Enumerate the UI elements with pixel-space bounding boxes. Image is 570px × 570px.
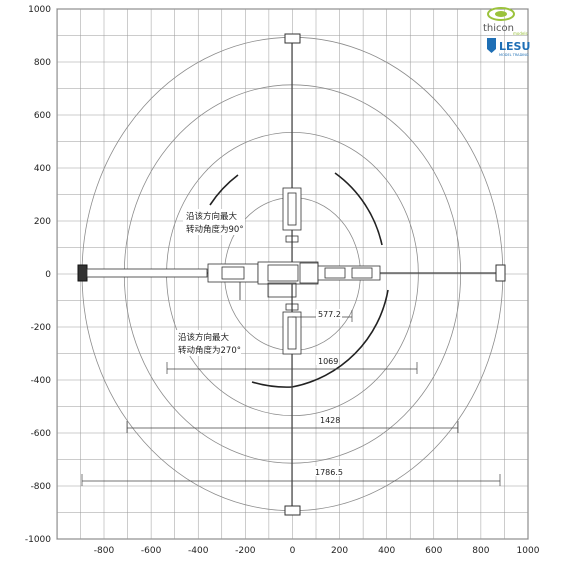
slew-arc-lower-left xyxy=(251,381,293,388)
thicon-mark-icon xyxy=(487,7,515,21)
x-tick-label: -800 xyxy=(94,546,115,556)
thicon-sub: models xyxy=(513,31,528,36)
outrigger-pad-top xyxy=(284,33,301,44)
x-tick-label: 0 xyxy=(290,546,296,556)
y-tick-label: 800 xyxy=(34,58,51,68)
lesu-wordmark: LESU xyxy=(499,40,530,53)
x-tick-label: 600 xyxy=(425,546,442,556)
radius-label-1786: 1786.5 xyxy=(315,468,343,477)
y-tick-label: 400 xyxy=(34,164,51,174)
x-axis-labels: -800 -600 -400 -200 0 200 400 600 800 1000 xyxy=(94,546,540,556)
crane-body xyxy=(207,187,381,355)
slew-arc-upper-right xyxy=(334,172,383,246)
outrigger-pad-bottom xyxy=(284,505,301,516)
x-tick-label: 800 xyxy=(472,546,489,556)
annotation-lower-line1: 沿该方向最大 xyxy=(178,332,230,343)
thicon-wordmark: thicon xyxy=(483,23,514,34)
y-tick-label: -400 xyxy=(31,376,52,386)
x-tick-label: 400 xyxy=(378,546,395,556)
boom-section-left xyxy=(86,268,208,278)
y-tick-label: -200 xyxy=(31,323,52,333)
radius-label-577: 577.2 xyxy=(318,310,341,319)
annotation-lower-line2: 转动角度为270° xyxy=(178,345,241,356)
radius-label-1069: 1069 xyxy=(318,357,338,366)
slew-arc-right-lower xyxy=(291,289,389,388)
thicon-logo: thicon models xyxy=(483,7,528,36)
y-tick-label: 0 xyxy=(45,270,51,280)
y-axis-labels: 1000 800 600 400 200 0 -200 -400 -600 -800 -1000 xyxy=(25,5,51,545)
y-tick-label: -800 xyxy=(31,482,52,492)
y-tick-label: 600 xyxy=(34,111,51,121)
y-tick-label: 1000 xyxy=(28,5,51,15)
radius-label-1428: 1428 xyxy=(320,416,340,425)
lesu-sub: MODEL TRADING xyxy=(499,53,529,57)
boom-tip-left xyxy=(77,264,88,282)
x-tick-label: 1000 xyxy=(517,546,540,556)
lesu-shield-icon xyxy=(487,38,496,53)
slew-arc-upper-left xyxy=(209,174,239,206)
x-tick-label: -400 xyxy=(188,546,209,556)
y-tick-label: 200 xyxy=(34,217,51,227)
outrigger-pad-right xyxy=(495,264,506,282)
annotation-upper-line2: 转动角度为90° xyxy=(186,224,244,235)
y-tick-label: -600 xyxy=(31,429,52,439)
x-tick-label: -600 xyxy=(141,546,162,556)
annotation-upper-line1: 沿该方向最大 xyxy=(186,211,238,222)
y-tick-label: -1000 xyxy=(25,535,51,545)
lesu-logo: LESU MODEL TRADING xyxy=(487,38,530,57)
x-tick-label: -200 xyxy=(235,546,256,556)
x-tick-label: 200 xyxy=(331,546,348,556)
